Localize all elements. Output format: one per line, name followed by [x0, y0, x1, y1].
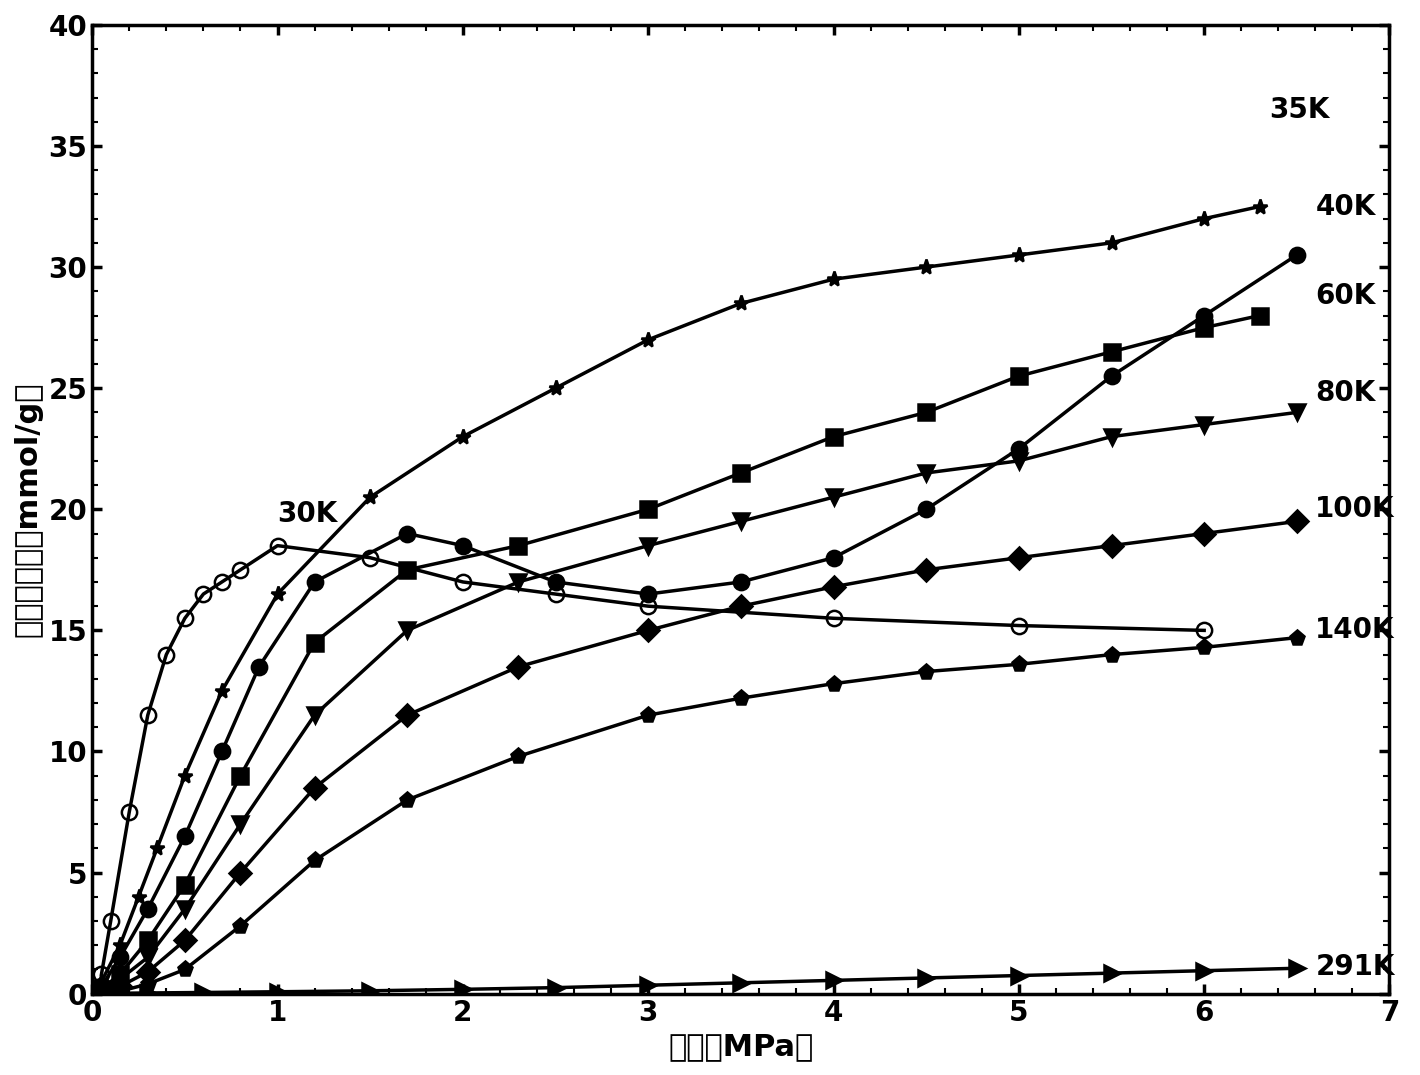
Text: 140K: 140K: [1315, 616, 1394, 644]
Text: 291K: 291K: [1315, 954, 1394, 981]
Text: 30K: 30K: [277, 500, 338, 528]
X-axis label: 压强（MPa）: 压强（MPa）: [669, 1032, 814, 1061]
Y-axis label: 氢气吸附量（mmol/g）: 氢气吸附量（mmol/g）: [14, 382, 43, 637]
Text: 80K: 80K: [1315, 379, 1376, 407]
Text: 60K: 60K: [1315, 282, 1376, 311]
Text: 40K: 40K: [1315, 192, 1376, 220]
Text: 35K: 35K: [1269, 96, 1329, 124]
Text: 100K: 100K: [1315, 496, 1394, 524]
